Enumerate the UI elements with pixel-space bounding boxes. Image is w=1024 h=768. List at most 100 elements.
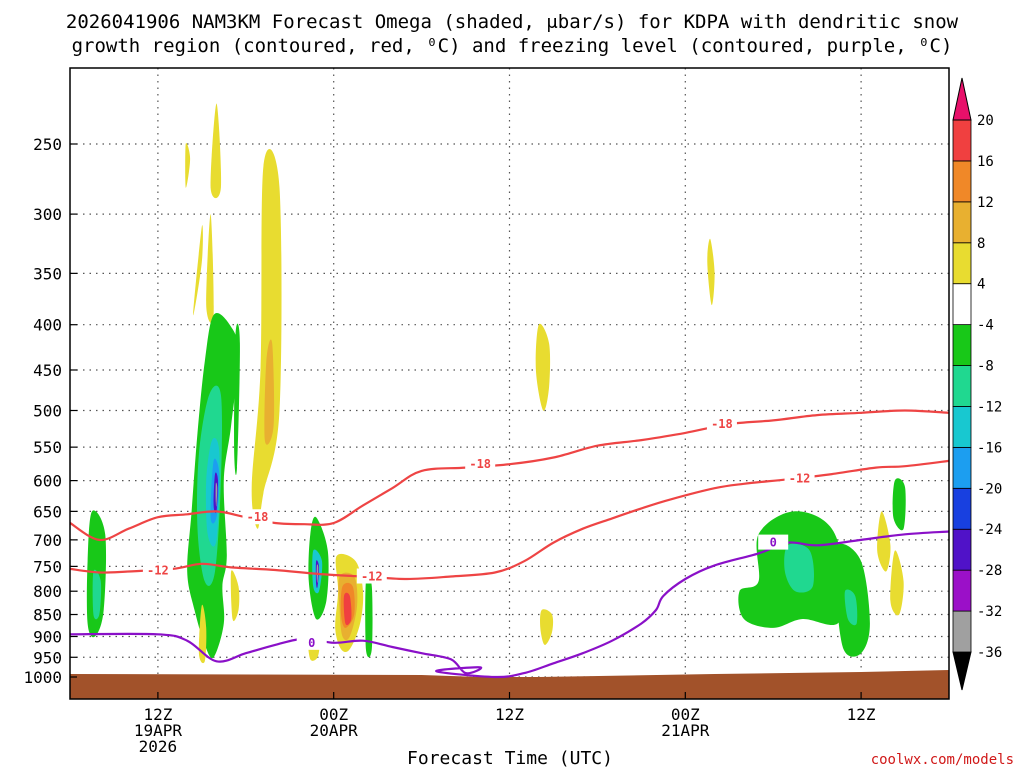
freezing-label-0-0: 0 bbox=[308, 636, 315, 650]
y-tick-label-650: 650 bbox=[33, 502, 62, 521]
dgz-label-bg bbox=[465, 456, 496, 472]
chart-title-line-2: growth region (contoured, red, ⁰C) and f… bbox=[72, 35, 953, 57]
omega-shading bbox=[86, 103, 906, 664]
omega-area-3 bbox=[206, 214, 214, 323]
y-tick-label-300: 300 bbox=[33, 205, 62, 224]
y-tick-label-800: 800 bbox=[33, 582, 62, 601]
dgz-label-bg bbox=[356, 568, 387, 584]
colorbar-label-m28: -28 bbox=[977, 563, 1002, 579]
dgz-label-m18-2: -18 bbox=[711, 417, 733, 431]
omega-area-27 bbox=[535, 323, 551, 411]
colorbar-label-m32: -32 bbox=[977, 604, 1002, 620]
dgz-label-bg bbox=[142, 562, 173, 578]
x-tick-label-0-0: 12Z bbox=[143, 705, 172, 724]
colorbar-label-4: 4 bbox=[977, 277, 985, 293]
x-axis-label: Forecast Time (UTC) bbox=[407, 748, 613, 768]
omega-area-11 bbox=[215, 482, 218, 507]
colorbar-label-m12: -12 bbox=[977, 399, 1002, 415]
colorbar-bin-0 bbox=[952, 610, 972, 653]
dgz-contour-m18 bbox=[70, 409, 949, 542]
x-tick-label-0-2: 2026 bbox=[139, 737, 178, 756]
freezing-label-bg bbox=[296, 634, 327, 650]
omega-area-35 bbox=[877, 511, 891, 572]
chart-title-line-1: 2026041906 NAM3KM Forecast Omega (shaded… bbox=[66, 11, 959, 33]
credit-link[interactable]: coolwx.com/models bbox=[871, 752, 1014, 768]
x-tick-label-2-0: 12Z bbox=[495, 705, 524, 724]
dgz-label-bg bbox=[784, 470, 815, 486]
colorbar-label-8: 8 bbox=[977, 236, 985, 252]
omega-area-25 bbox=[343, 592, 352, 626]
colorbar-label-m8: -8 bbox=[977, 359, 994, 375]
omega-area-14 bbox=[92, 569, 102, 620]
colorbar-bin-2 bbox=[952, 528, 972, 571]
omega-area-15 bbox=[198, 604, 207, 664]
x-tick-label-3-1: 21APR bbox=[661, 721, 710, 740]
colorbar-bin-5 bbox=[952, 406, 972, 448]
dgz-label-bg bbox=[242, 509, 273, 525]
omega-area-26 bbox=[365, 575, 373, 658]
freezing-label-bg bbox=[758, 534, 789, 550]
dgz-label-bg bbox=[706, 416, 737, 432]
colorbar-bin-6 bbox=[952, 365, 972, 407]
colorbar-label-m20: -20 bbox=[977, 481, 1002, 497]
y-tick-label-850: 850 bbox=[33, 606, 62, 625]
dgz-label-m12-0: -12 bbox=[147, 563, 169, 577]
colorbar-label-m36: -36 bbox=[977, 645, 1002, 661]
colorbar-max-arrow bbox=[952, 77, 972, 121]
colorbar-bin-8 bbox=[952, 283, 972, 326]
colorbar-label-m24: -24 bbox=[977, 522, 1002, 538]
x-tick-label-0-1: 19APR bbox=[134, 721, 183, 740]
omega-area-0 bbox=[185, 142, 191, 188]
colorbar-bin-12 bbox=[952, 119, 972, 162]
y-tick-label-400: 400 bbox=[33, 316, 62, 335]
grid-lines bbox=[70, 68, 949, 699]
freezing-contour-0 bbox=[70, 530, 949, 679]
y-tick-label-950: 950 bbox=[33, 648, 62, 667]
y-tick-label-750: 750 bbox=[33, 557, 62, 576]
x-tick-label-4-0: 12Z bbox=[847, 705, 876, 724]
colorbar-bin-10 bbox=[952, 201, 972, 244]
dgz-label-m12-1: -12 bbox=[361, 570, 383, 584]
colorbar-bin-1 bbox=[952, 569, 972, 612]
colorbar-label-12: 12 bbox=[977, 195, 994, 211]
colorbar-bin-3 bbox=[952, 487, 972, 530]
y-tick-label-450: 450 bbox=[33, 361, 62, 380]
omega-area-16 bbox=[230, 570, 240, 622]
omega-area-28 bbox=[540, 609, 554, 645]
colorbar-bin-9 bbox=[952, 242, 972, 285]
y-tick-label-1000: 1000 bbox=[23, 668, 62, 687]
omega-area-36 bbox=[890, 550, 904, 616]
omega-area-31 bbox=[784, 543, 815, 593]
omega-area-12 bbox=[234, 323, 240, 475]
x-tick-label-3-0: 00Z bbox=[671, 705, 700, 724]
dgz-label-m18-0: -18 bbox=[247, 510, 269, 524]
contour-labels: -18 -18 -18 -12 -12 -12 0 0 bbox=[142, 416, 815, 650]
freezing-label-0-1: 0 bbox=[770, 536, 777, 550]
colorbar-bin-4 bbox=[952, 446, 972, 489]
terrain bbox=[70, 670, 949, 699]
ground-fill bbox=[70, 670, 949, 699]
y-tick-label-250: 250 bbox=[33, 135, 62, 154]
omega-area-1 bbox=[210, 103, 222, 199]
colorbar-label-16: 16 bbox=[977, 154, 994, 170]
y-tick-label-900: 900 bbox=[33, 627, 62, 646]
y-axis: 250 300 350 400 450 500 550 600 650 700 750 800 850 9… bbox=[23, 135, 77, 687]
colorbar-label-m16: -16 bbox=[977, 440, 1002, 456]
dgz-label-m18-1: -18 bbox=[469, 457, 491, 471]
y-tick-label-700: 700 bbox=[33, 531, 62, 550]
omega-area-29 bbox=[707, 238, 715, 306]
omega-area-4 bbox=[251, 148, 282, 529]
omega-area-34 bbox=[892, 478, 906, 531]
omega-area-2 bbox=[193, 225, 203, 316]
x-tick-label-1-0: 00Z bbox=[319, 705, 348, 724]
colorbar-bin-11 bbox=[952, 160, 972, 203]
colorbar: -36 -32 -28 -24 -20 -16 -12 -8 -4 4 8 12 16 20 bbox=[952, 77, 1002, 691]
y-tick-label-500: 500 bbox=[33, 402, 62, 421]
y-tick-label-550: 550 bbox=[33, 438, 62, 457]
omega-area-5 bbox=[264, 339, 275, 445]
colorbar-bin-7 bbox=[952, 324, 972, 366]
x-tick-label-1-1: 20APR bbox=[310, 721, 359, 740]
dgz-label-m12-2: -12 bbox=[789, 472, 811, 486]
y-tick-label-600: 600 bbox=[33, 472, 62, 491]
